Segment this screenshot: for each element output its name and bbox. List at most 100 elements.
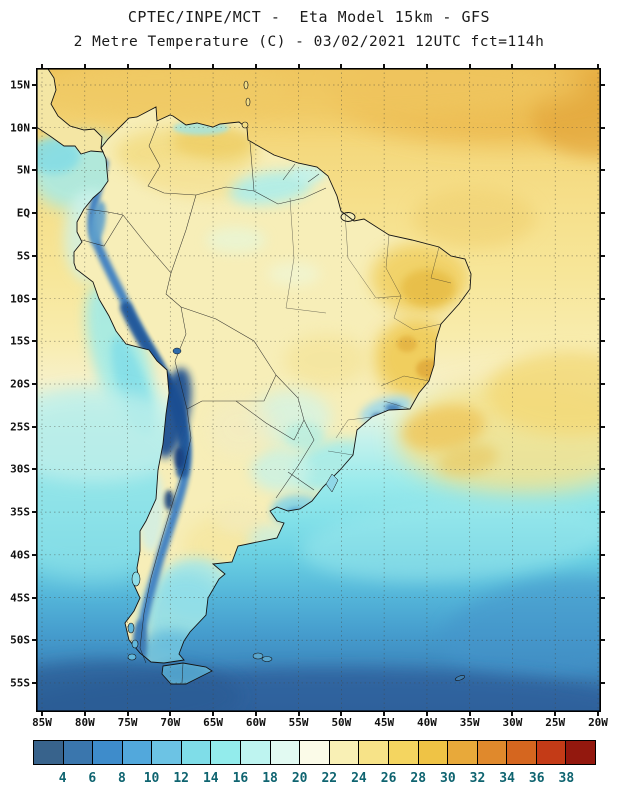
colorbar-segment: [34, 741, 64, 764]
top-tick: [511, 64, 514, 68]
lat-tick: [32, 468, 36, 471]
colorbar-segment: [93, 741, 123, 764]
right-tick: [601, 639, 605, 642]
temperature-map: [36, 68, 601, 712]
lat-tick: [32, 340, 36, 343]
colorbar-segment: [241, 741, 271, 764]
lon-tick: [383, 712, 386, 716]
colorbar-segment: [359, 741, 389, 764]
colorbar-tick-label: 10: [143, 771, 160, 786]
right-tick: [601, 169, 605, 172]
colorbar-tick-label: 6: [88, 771, 97, 786]
lon-tick: [468, 712, 471, 716]
colorbar-labels: 4 6 8 10 12 14 16 18 20 22 24 26 28 30 32 34 36 38: [33, 771, 596, 789]
colorbar-tick-label: 20: [291, 771, 308, 786]
top-tick: [597, 64, 599, 68]
lon-tick: [511, 712, 514, 716]
lon-label: 35W: [459, 716, 480, 729]
lat-tick: [32, 84, 36, 86]
colorbar-tick-label: 32: [469, 771, 486, 786]
colorbar-segment: [477, 741, 508, 764]
lon-label: 65W: [203, 716, 224, 729]
right-tick: [601, 340, 605, 343]
lat-label: 50S: [10, 633, 30, 647]
colorbar-segment: [152, 741, 182, 764]
right-tick: [601, 126, 605, 129]
lat-tick: [32, 681, 36, 684]
lon-label: 50W: [331, 716, 352, 729]
colorbar-tick-label: 24: [351, 771, 367, 786]
lon-label: 25W: [545, 716, 566, 729]
lon-label: 20W: [588, 716, 608, 729]
lat-label: 45S: [10, 591, 30, 605]
lon-label: 70W: [160, 716, 181, 729]
colorbar-tick-label: 8: [117, 771, 126, 786]
right-ticks: [601, 68, 606, 712]
lon-label: 85W: [32, 716, 52, 729]
colorbar-segment: [300, 741, 330, 764]
lat-label: 15N: [10, 78, 30, 92]
lat-tick: [32, 212, 36, 215]
right-tick: [601, 84, 605, 86]
lat-tick: [32, 511, 36, 514]
top-ticks: [36, 63, 601, 68]
lon-label: 30W: [502, 716, 523, 729]
colorbar-segment: [329, 741, 360, 764]
colorbar-segment: [418, 741, 449, 764]
right-tick: [601, 681, 605, 684]
lat-label: 30S: [10, 462, 30, 476]
top-tick: [468, 64, 471, 68]
colorbar-segment: [122, 741, 153, 764]
right-tick: [601, 254, 605, 257]
lat-label: EQ: [16, 206, 30, 220]
colorbar-segment: [211, 741, 242, 764]
lat-label: 25S: [10, 420, 30, 434]
colorbar-tick-label: 34: [499, 771, 515, 786]
islands: [127, 80, 466, 681]
colorbar-tick-label: 36: [528, 771, 545, 786]
colorbar-tick-label: 38: [558, 771, 575, 786]
lon-label: 80W: [74, 716, 95, 729]
colorbar-tick-label: 28: [410, 771, 427, 786]
colorbar-segment: [270, 741, 301, 764]
top-tick: [340, 64, 343, 68]
lon-label: 45W: [374, 716, 395, 729]
right-tick: [601, 511, 605, 514]
lat-label: 20S: [10, 377, 30, 391]
lat-tick: [32, 297, 36, 300]
lat-label: 5S: [16, 249, 30, 263]
top-tick: [83, 64, 86, 68]
top-tick: [126, 64, 129, 68]
map-title-line2: 2 Metre Temperature (C) - 03/02/2021 12U…: [73, 34, 545, 50]
colorbar-tick-label: 30: [440, 771, 456, 786]
map-canvas: [36, 68, 601, 712]
colorbar-segment: [63, 741, 94, 764]
colorbar-segment: [507, 741, 537, 764]
top-tick: [383, 64, 386, 68]
lon-tick: [554, 712, 557, 716]
top-tick: [41, 64, 43, 68]
lat-label: 10S: [10, 292, 30, 306]
grid: [36, 68, 601, 712]
lat-tick: [32, 126, 36, 129]
lat-label: 10N: [10, 121, 30, 135]
colorbar-tick-label: 22: [321, 771, 338, 786]
right-tick: [601, 596, 605, 599]
lon-tick: [425, 712, 428, 716]
colorbar-segment: [181, 741, 212, 764]
right-tick: [601, 425, 605, 428]
map-frame: [36, 68, 601, 712]
top-tick: [254, 64, 257, 68]
right-tick: [601, 212, 605, 215]
colorbar-tick-label: 26: [380, 771, 397, 786]
lon-tick: [169, 712, 172, 716]
lon-label: 55W: [288, 716, 309, 729]
right-tick: [601, 468, 605, 471]
lat-label: 35S: [10, 505, 30, 519]
top-tick: [297, 64, 300, 68]
lon-tick: [340, 712, 343, 716]
colorbar-tick-label: 14: [202, 771, 219, 786]
colorbar-segment: [388, 741, 419, 764]
lat-tick: [32, 553, 36, 556]
lakes: [172, 347, 339, 493]
